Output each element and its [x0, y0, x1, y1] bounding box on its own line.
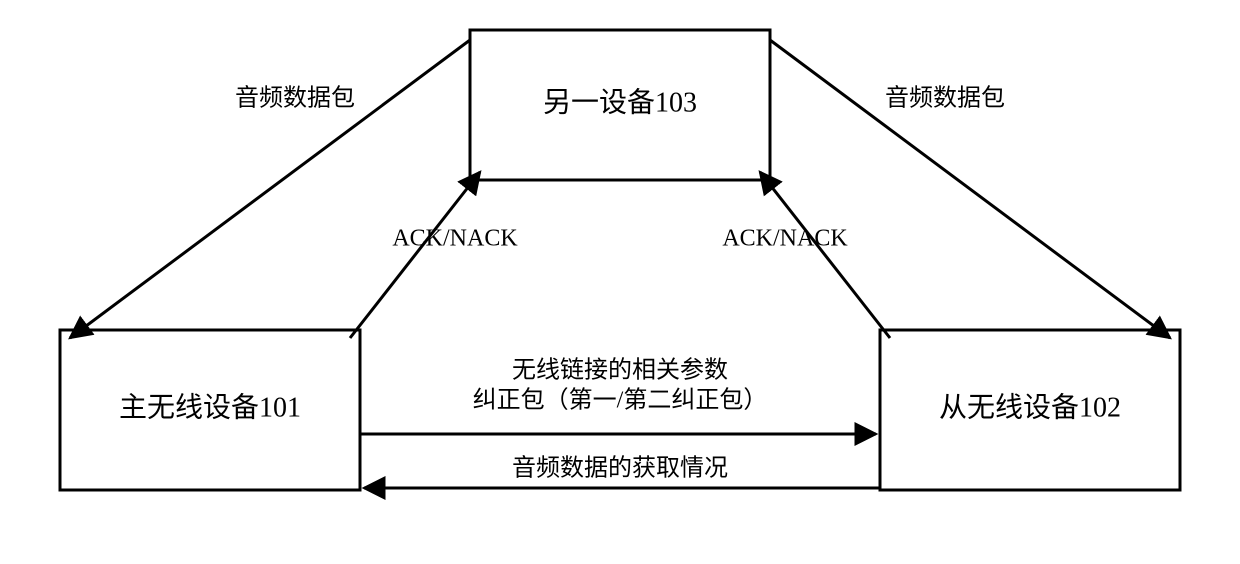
node-left-label: 主无线设备101	[119, 391, 301, 423]
label-ack-right: ACK/NACK	[722, 226, 848, 252]
label-ack-left: ACK/NACK	[392, 226, 518, 252]
node-top-label: 另一设备103	[543, 86, 697, 118]
label-params-1: 无线链接的相关参数	[512, 357, 728, 384]
label-audio-right: 音频数据包	[885, 85, 1005, 112]
edge-ack-left	[350, 172, 480, 338]
node-right-label: 从无线设备102	[939, 391, 1121, 423]
edge-ack-right	[760, 172, 890, 338]
label-status: 音频数据的获取情况	[512, 455, 728, 482]
label-params-2: 纠正包（第一/第二纠正包）	[473, 387, 768, 414]
label-audio-left: 音频数据包	[235, 85, 355, 112]
